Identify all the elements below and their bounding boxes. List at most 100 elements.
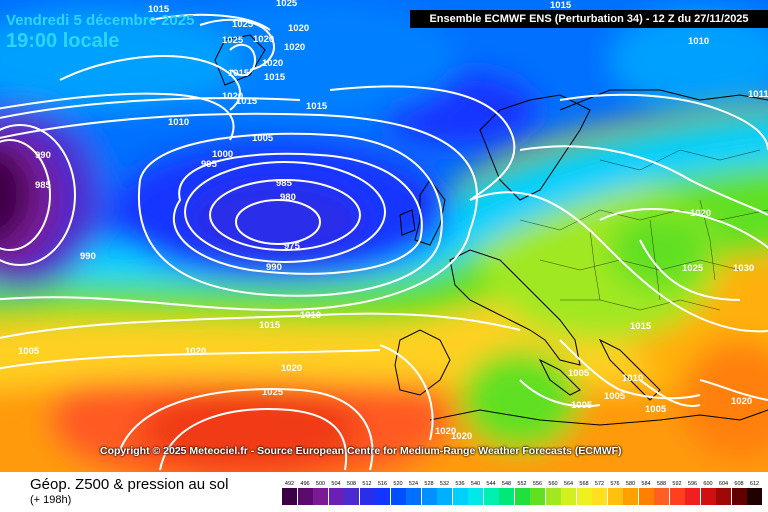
legend-swatch: 612: [747, 480, 762, 505]
legend-color: [669, 488, 685, 505]
isobars: [0, 13, 768, 471]
pressure-label: 990: [35, 150, 51, 161]
legend-color: [731, 488, 747, 505]
legend-color: [592, 488, 607, 505]
legend-label: 512: [362, 481, 372, 487]
pressure-label: 975: [284, 241, 301, 252]
legend-swatch: 524: [406, 480, 421, 505]
pressure-label: 1020: [185, 346, 206, 357]
legend-label: 556: [532, 481, 543, 487]
pressure-label: 1010: [168, 117, 189, 128]
legend-color: [638, 488, 654, 505]
legend-swatch: 588: [654, 480, 669, 505]
legend-label: 584: [641, 481, 651, 487]
legend-swatch: 556: [530, 480, 545, 505]
legend-label: 572: [594, 481, 605, 487]
legend-color: [328, 488, 344, 505]
legend-swatch: 536: [452, 480, 468, 505]
legend-swatch: 572: [592, 480, 607, 505]
legend-swatch: 496: [297, 480, 313, 505]
legend-label: 600: [703, 481, 713, 487]
pressure-label: 1020: [222, 91, 243, 102]
model-run-header: Ensemble ECMWF ENS (Perturbation 34) - 1…: [410, 10, 768, 28]
legend-swatch: 608: [731, 480, 747, 505]
pressure-label: 1020: [288, 23, 309, 34]
legend-label: 576: [610, 481, 620, 487]
legend-label: 544: [486, 481, 496, 487]
pressure-label: 1011: [748, 89, 768, 100]
pressure-label: 980: [280, 192, 296, 203]
pressure-label: 1005: [252, 133, 274, 144]
legend-label: 564: [563, 481, 574, 487]
legend-color: [313, 488, 328, 505]
legend-swatch: 552: [514, 480, 530, 505]
pressure-label: 1015: [264, 72, 286, 83]
legend-label: 592: [672, 481, 682, 487]
pressure-label: 1025: [262, 387, 284, 398]
legend-color: [297, 488, 313, 505]
legend-label: 520: [393, 481, 403, 487]
pressure-label: 1010: [300, 310, 321, 321]
legend-swatch: 584: [638, 480, 654, 505]
legend-label: 596: [687, 481, 698, 487]
footer-bar: Géop. Z500 & pression au sol (+ 198h) 49…: [0, 472, 768, 512]
local-time: 19:00 locale: [6, 30, 120, 52]
legend-color: [406, 488, 421, 505]
legend-swatch: 596: [685, 480, 700, 505]
legend-label: 548: [501, 481, 512, 487]
pressure-label: 1015: [259, 320, 281, 331]
legend-color: [545, 488, 561, 505]
legend-label: 608: [734, 481, 744, 487]
legend-color: [344, 488, 359, 505]
pressure-label: 990: [80, 251, 96, 262]
pressure-label: 1005: [568, 368, 590, 379]
pressure-labels: 1015 1025 1025 1025 1020 1020 1020 1015 …: [18, 0, 768, 442]
pressure-label: 1020: [253, 34, 274, 45]
forecast-map: 1015 1025 1025 1025 1020 1020 1020 1015 …: [0, 0, 768, 472]
legend-label: 504: [331, 481, 341, 487]
legend-swatch: 600: [700, 480, 716, 505]
pressure-label: 1025: [682, 263, 704, 274]
legend-label: 528: [424, 481, 434, 487]
pressure-label: 1025: [232, 19, 254, 30]
legend-label: 500: [315, 481, 326, 487]
legend-color: [654, 488, 669, 505]
legend-label: 560: [548, 481, 558, 487]
legend-color: [607, 488, 623, 505]
pressure-label: 1025: [276, 0, 298, 9]
pressure-label: 1025: [222, 35, 244, 46]
legend-label: 508: [346, 481, 357, 487]
pressure-label: 1020: [435, 426, 456, 437]
legend-color: [685, 488, 700, 505]
pressure-label: 1000: [212, 149, 233, 160]
geopotential-field: [0, 0, 768, 472]
legend-swatch: 592: [669, 480, 685, 505]
valid-date: Vendredi 5 décembre 2025: [6, 12, 195, 29]
legend-swatch: 520: [390, 480, 406, 505]
forecast-lead-time: (+ 198h): [30, 494, 72, 506]
legend-swatch: 544: [483, 480, 499, 505]
pressure-label: 990: [266, 262, 282, 273]
pressure-label: 1020: [690, 208, 711, 219]
legend-swatch: 528: [421, 480, 437, 505]
legend-color: [514, 488, 530, 505]
legend-label: 580: [625, 481, 636, 487]
legend-swatch: 512: [359, 480, 375, 505]
pressure-label: 1020: [451, 431, 472, 442]
legend-swatch: 500: [313, 480, 328, 505]
legend-label: 612: [749, 481, 760, 487]
legend-swatch: 492: [282, 480, 297, 505]
chart-title: Géop. Z500 & pression au sol: [30, 476, 229, 493]
pressure-label: 1010: [688, 36, 709, 47]
pressure-label: 985: [35, 180, 52, 191]
legend-swatch: 576: [607, 480, 623, 505]
map-canvas: 1015 1025 1025 1025 1020 1020 1020 1015 …: [0, 0, 768, 472]
pressure-label: 1020: [731, 396, 752, 407]
legend-label: 588: [656, 481, 667, 487]
legend-color: [282, 488, 297, 505]
legend-color: [390, 488, 406, 505]
legend-color: [700, 488, 716, 505]
pressure-label: 985: [276, 178, 293, 189]
copyright-notice: Copyright © 2025 Meteociel.fr - Source E…: [100, 445, 622, 457]
legend-swatch: 516: [375, 480, 390, 505]
